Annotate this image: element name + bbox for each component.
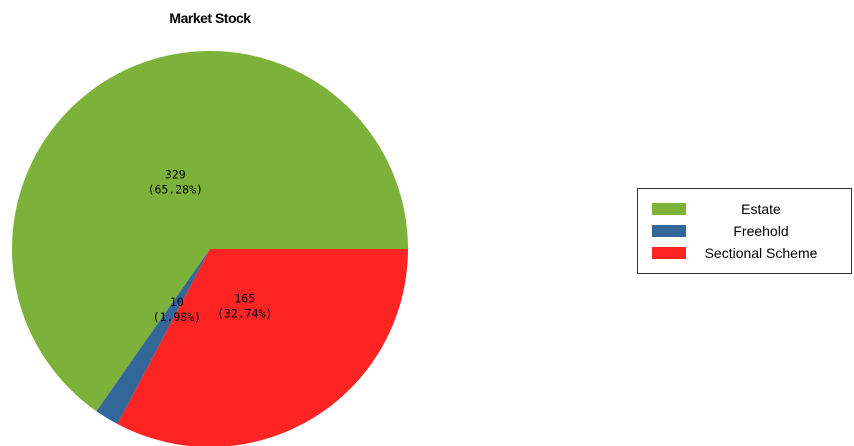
pie-label-estate: 329 (65.28%) bbox=[148, 167, 203, 196]
legend-label-estate: Estate bbox=[741, 201, 781, 217]
chart-legend: Estate Freehold Sectional Scheme bbox=[637, 188, 852, 274]
pie-label-freehold: 10 (1.98%) bbox=[153, 295, 201, 324]
pie-label-sectional-scheme: 165 (32.74%) bbox=[217, 292, 272, 321]
chart-title: Market Stock bbox=[169, 10, 251, 26]
pie-chart: 329 (65.28%) 10 (1.98%) 165 (32.74%) bbox=[12, 51, 409, 446]
pie-slice-freehold bbox=[96, 249, 210, 425]
pie-slice-estate bbox=[12, 51, 409, 412]
legend-item-freehold: Freehold bbox=[652, 222, 836, 240]
legend-swatch-freehold bbox=[652, 225, 686, 237]
legend-item-estate: Estate bbox=[652, 200, 836, 218]
pie-slices bbox=[12, 51, 409, 446]
pie-slice-sectional-scheme bbox=[117, 249, 408, 446]
legend-label-freehold: Freehold bbox=[733, 223, 789, 239]
legend-item-sectional-scheme: Sectional Scheme bbox=[652, 244, 836, 262]
pie-labels: 329 (65.28%) 10 (1.98%) 165 (32.74%) bbox=[148, 167, 273, 324]
legend-swatch-sectional-scheme bbox=[652, 247, 686, 259]
legend-swatch-estate bbox=[652, 203, 686, 215]
legend-label-sectional-scheme: Sectional Scheme bbox=[704, 245, 818, 261]
